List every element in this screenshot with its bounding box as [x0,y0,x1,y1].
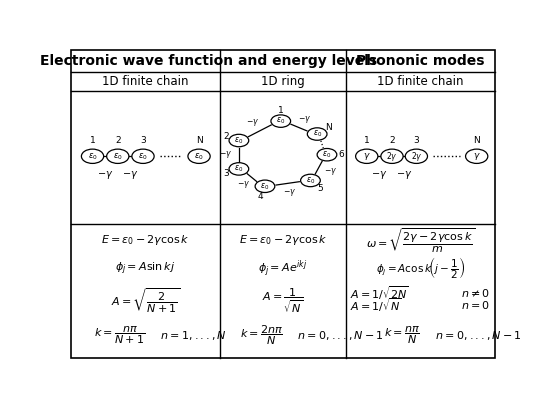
Ellipse shape [229,163,249,175]
Text: $\mathit{\gamma}$: $\mathit{\gamma}$ [363,151,370,162]
Text: $\varepsilon_0$: $\varepsilon_0$ [312,129,322,139]
Text: $-\mathit{\gamma}$: $-\mathit{\gamma}$ [283,187,296,198]
Text: $\varepsilon_0$: $\varepsilon_0$ [322,149,332,160]
Ellipse shape [465,149,488,164]
Ellipse shape [381,149,403,164]
Text: $-\mathit{\gamma}$: $-\mathit{\gamma}$ [122,169,139,181]
Ellipse shape [81,149,104,164]
Text: $-\mathit{\gamma}$: $-\mathit{\gamma}$ [396,169,412,181]
Ellipse shape [405,149,427,164]
Text: 3: 3 [223,169,229,178]
Text: $\varepsilon_0$: $\varepsilon_0$ [306,175,315,186]
Ellipse shape [229,134,249,147]
Text: $k=\dfrac{n\pi}{N}$: $k=\dfrac{n\pi}{N}$ [384,324,421,346]
Text: N: N [195,136,203,145]
Text: 2: 2 [389,136,395,145]
Text: $A=1/\sqrt{2N}$: $A=1/\sqrt{2N}$ [351,284,410,301]
Text: $2\mathit{\gamma}$: $2\mathit{\gamma}$ [411,150,422,163]
Text: N: N [473,136,480,145]
Text: $-\mathit{\gamma}$: $-\mathit{\gamma}$ [298,114,311,125]
Text: Electronic wave function and energy levels: Electronic wave function and energy leve… [40,54,377,68]
Text: $-\mathit{\gamma}$: $-\mathit{\gamma}$ [246,118,259,128]
Text: $k=\dfrac{2n\pi}{N}$: $k=\dfrac{2n\pi}{N}$ [240,324,283,347]
FancyBboxPatch shape [71,50,495,358]
Ellipse shape [271,115,290,127]
Text: $-\mathit{\gamma}$: $-\mathit{\gamma}$ [220,149,233,160]
Text: $\omega=\sqrt{\dfrac{2\gamma-2\gamma\cos k}{m}}$: $\omega=\sqrt{\dfrac{2\gamma-2\gamma\cos… [366,226,475,255]
Text: $\phi_j=A\cos k\!\left(j-\dfrac{1}{2}\right)$: $\phi_j=A\cos k\!\left(j-\dfrac{1}{2}\ri… [376,255,465,281]
Text: 5: 5 [317,184,323,193]
Text: 1: 1 [278,106,284,115]
Text: $\varepsilon_0$: $\varepsilon_0$ [234,135,243,146]
Text: 1: 1 [364,136,370,145]
Ellipse shape [255,180,275,192]
Text: $n=0,...,N-1$: $n=0,...,N-1$ [287,329,384,342]
Text: $-\mathit{\gamma}$: $-\mathit{\gamma}$ [371,169,388,181]
Text: $n\neq 0$: $n\neq 0$ [461,287,490,299]
Ellipse shape [301,174,320,187]
Text: N: N [325,123,332,132]
Ellipse shape [188,149,210,164]
Ellipse shape [307,128,327,140]
Ellipse shape [107,149,129,164]
Text: $E=\varepsilon_0-2\gamma\cos k$: $E=\varepsilon_0-2\gamma\cos k$ [101,233,190,247]
Text: $\mathit{\gamma}$: $\mathit{\gamma}$ [473,151,481,162]
Text: $-\mathit{\gamma}$: $-\mathit{\gamma}$ [323,166,337,177]
Text: $A=\sqrt{\dfrac{2}{N+1}}$: $A=\sqrt{\dfrac{2}{N+1}}$ [111,286,180,315]
Text: 3: 3 [413,136,420,145]
Text: 2: 2 [223,132,229,141]
Text: $A=1/\sqrt{N}$: $A=1/\sqrt{N}$ [351,296,402,314]
Text: $n=0$: $n=0$ [461,299,490,311]
Text: $-\mathit{\gamma}$: $-\mathit{\gamma}$ [97,169,113,181]
Text: 4: 4 [257,192,263,201]
Text: 1D ring: 1D ring [261,75,305,88]
Text: $\varepsilon_0$: $\varepsilon_0$ [261,181,269,191]
Text: $\varepsilon_0$: $\varepsilon_0$ [88,151,98,162]
Ellipse shape [355,149,378,164]
Text: $E=\varepsilon_0-2\gamma\cos k$: $E=\varepsilon_0-2\gamma\cos k$ [238,233,327,247]
Text: $\varepsilon_0$: $\varepsilon_0$ [276,116,285,126]
Text: $A=\dfrac{1}{\sqrt{N}}$: $A=\dfrac{1}{\sqrt{N}}$ [262,286,304,315]
Text: $2\mathit{\gamma}$: $2\mathit{\gamma}$ [386,150,398,163]
Text: $n=1,...,N$: $n=1,...,N$ [150,329,226,342]
Text: 6: 6 [338,150,344,159]
Text: $-\mathit{\gamma}$: $-\mathit{\gamma}$ [237,179,250,190]
Text: $k=\dfrac{n\pi}{N+1}$: $k=\dfrac{n\pi}{N+1}$ [94,324,145,346]
Text: $\varepsilon_0$: $\varepsilon_0$ [194,151,204,162]
Text: 1D finite chain: 1D finite chain [377,75,464,88]
Text: $\varepsilon_0$: $\varepsilon_0$ [138,151,148,162]
Text: $\phi_j=A\sin kj$: $\phi_j=A\sin kj$ [115,260,176,277]
Text: $\phi_j=Ae^{ikj}$: $\phi_j=Ae^{ikj}$ [258,258,307,279]
Text: 2: 2 [115,136,120,145]
Text: $n=0,...,N-1$: $n=0,...,N-1$ [424,329,522,342]
Text: 3: 3 [140,136,146,145]
Text: $\varepsilon_0$: $\varepsilon_0$ [234,164,243,174]
Ellipse shape [132,149,154,164]
Text: 1D finite chain: 1D finite chain [102,75,189,88]
Text: 1: 1 [89,136,95,145]
Text: Phononic modes: Phononic modes [356,54,485,68]
Ellipse shape [317,149,337,161]
Text: $\varepsilon_0$: $\varepsilon_0$ [113,151,123,162]
